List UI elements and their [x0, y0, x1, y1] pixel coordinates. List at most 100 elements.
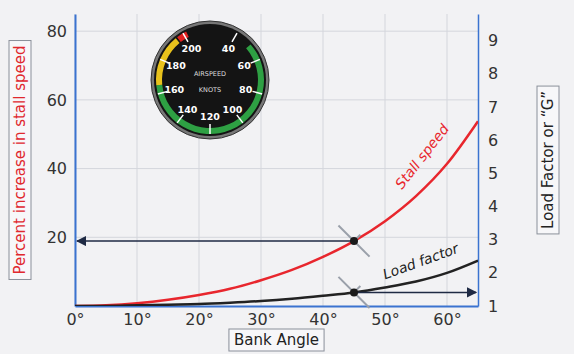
gauge-tick-label: 80	[239, 84, 253, 95]
y-tick-label: 40	[47, 159, 67, 178]
gauge-rim	[151, 21, 269, 139]
y2-axis-line	[478, 15, 480, 307]
x-grid-line	[323, 14, 324, 306]
y-tick-label: 80	[47, 22, 67, 41]
gauge-tick-label: 160	[164, 84, 184, 95]
y2-tick-label: 4	[488, 197, 498, 216]
y2-tick: 7	[478, 98, 498, 117]
gauge-tick	[253, 91, 263, 94]
y2-tick-label: 7	[488, 98, 498, 117]
y-axis-title-box	[9, 41, 31, 280]
x-axis-title-text: Bank Angle	[234, 331, 319, 349]
airplane-wing	[338, 226, 369, 257]
y-tick: 40	[47, 159, 75, 178]
y-axis-line	[75, 15, 77, 307]
x-tick-label: 30°	[247, 310, 275, 329]
grid	[75, 14, 478, 306]
reading-arrow	[354, 292, 476, 294]
x-tick: 40°	[309, 306, 337, 329]
reading-arrow	[77, 240, 354, 242]
y-grid-line	[75, 99, 478, 100]
series-label: Stall speed	[392, 121, 452, 192]
x-tick: 50°	[371, 306, 399, 329]
x-tick-label: 40°	[309, 310, 337, 329]
y2-tick: 4	[478, 197, 498, 216]
airplane-icon	[338, 270, 375, 307]
highlight-annotations	[77, 219, 476, 308]
x-grid-line	[75, 14, 76, 306]
y2-tick-label: 1	[488, 297, 498, 316]
y2-tick-label: 2	[488, 263, 498, 282]
series-labels: Stall speed Load factor	[381, 121, 462, 282]
x-grid-line	[385, 14, 386, 306]
airplane-wing	[338, 277, 369, 308]
y2-axis-title-text: Load Factor or “G”	[539, 91, 557, 229]
y2-tick-label: 5	[488, 164, 498, 183]
y-axis-title-text: Percent increase in stall speed	[11, 46, 29, 275]
series-line	[75, 121, 478, 306]
gauge-tick	[177, 115, 183, 123]
y2-tick: 3	[478, 230, 498, 249]
y2-tick-label: 3	[488, 230, 498, 249]
y2-axis-title: Load Factor or “G”	[537, 86, 559, 234]
gauge-tick-label: 140	[178, 104, 198, 115]
gauge-tick-label: 120	[200, 111, 220, 122]
gauge-tick-label: 60	[238, 60, 252, 71]
y2-tick-label: 8	[488, 64, 498, 83]
y2-tick: 2	[478, 263, 498, 282]
gauge-tick	[237, 115, 243, 123]
gauge-arc	[156, 44, 264, 134]
x-tick: 20°	[185, 306, 213, 329]
x-tick: 60°	[433, 306, 461, 329]
y-axis-title: Percent increase in stall speed	[9, 41, 31, 280]
background	[0, 0, 574, 354]
gauge-tick	[209, 124, 211, 134]
y2-tick-label: 9	[488, 31, 498, 50]
gauge-tick	[183, 33, 188, 42]
y-axis: 20 40 60 80	[47, 15, 76, 307]
gauge-tick-label: 180	[166, 60, 186, 71]
gauge-tick	[251, 59, 260, 63]
y2-axis-title-box	[537, 86, 559, 234]
gauge-title: AIRSPEED	[194, 70, 226, 78]
chart-svg: 0°10°20°30°40°50°60°20406080123456789Per…	[0, 0, 574, 354]
y2-axis: 1 2 3 4 5 6 7 8 9	[478, 15, 498, 316]
chart-container: 0°10°20°30°40°50°60°20406080123456789Per…	[0, 0, 574, 354]
airspeed-gauge: 4060 80 100120140 160 180 200 AIRSPEED KNOTS	[151, 21, 269, 139]
gauge-tick-label: 40	[222, 42, 236, 53]
plot-area	[75, 121, 478, 306]
y-grid-line	[75, 237, 478, 238]
x-tick-label: 10°	[123, 310, 151, 329]
x-tick-label: 60°	[433, 310, 461, 329]
gauge-unit: KNOTS	[199, 86, 221, 94]
series-label: Load factor	[381, 240, 462, 283]
x-tick: 10°	[123, 306, 151, 329]
x-tick: 30°	[247, 306, 275, 329]
gauge-face	[154, 24, 266, 136]
x-tick-label: 0°	[66, 310, 84, 329]
x-tick: 0°	[66, 306, 84, 329]
y-grid-line	[75, 31, 478, 32]
highlight-point	[350, 237, 358, 245]
airplane-icon	[338, 219, 375, 256]
y2-tick: 1	[478, 297, 498, 316]
gauge-tick-label: 100	[223, 104, 243, 115]
x-axis-title: Bank Angle	[229, 329, 324, 351]
y-tick: 60	[47, 91, 75, 110]
y2-tick: 8	[478, 64, 498, 83]
x-tick-label: 50°	[371, 310, 399, 329]
y-tick: 80	[47, 22, 75, 41]
x-tick-label: 20°	[185, 310, 213, 329]
y-tick-label: 20	[47, 228, 67, 247]
gauge-arc	[177, 32, 189, 42]
x-axis: 0° 10° 20° 30° 40° 50° 60°	[66, 306, 478, 329]
y2-tick-label: 6	[488, 131, 498, 150]
y-tick-label: 60	[47, 91, 67, 110]
gauge-tick	[232, 33, 237, 42]
highlight-point	[350, 288, 358, 296]
x-grid-line	[137, 14, 138, 306]
gauge-tick-label: 200	[182, 42, 202, 53]
x-grid-line	[447, 14, 448, 306]
y-tick: 20	[47, 228, 75, 247]
y2-tick: 9	[478, 31, 498, 50]
